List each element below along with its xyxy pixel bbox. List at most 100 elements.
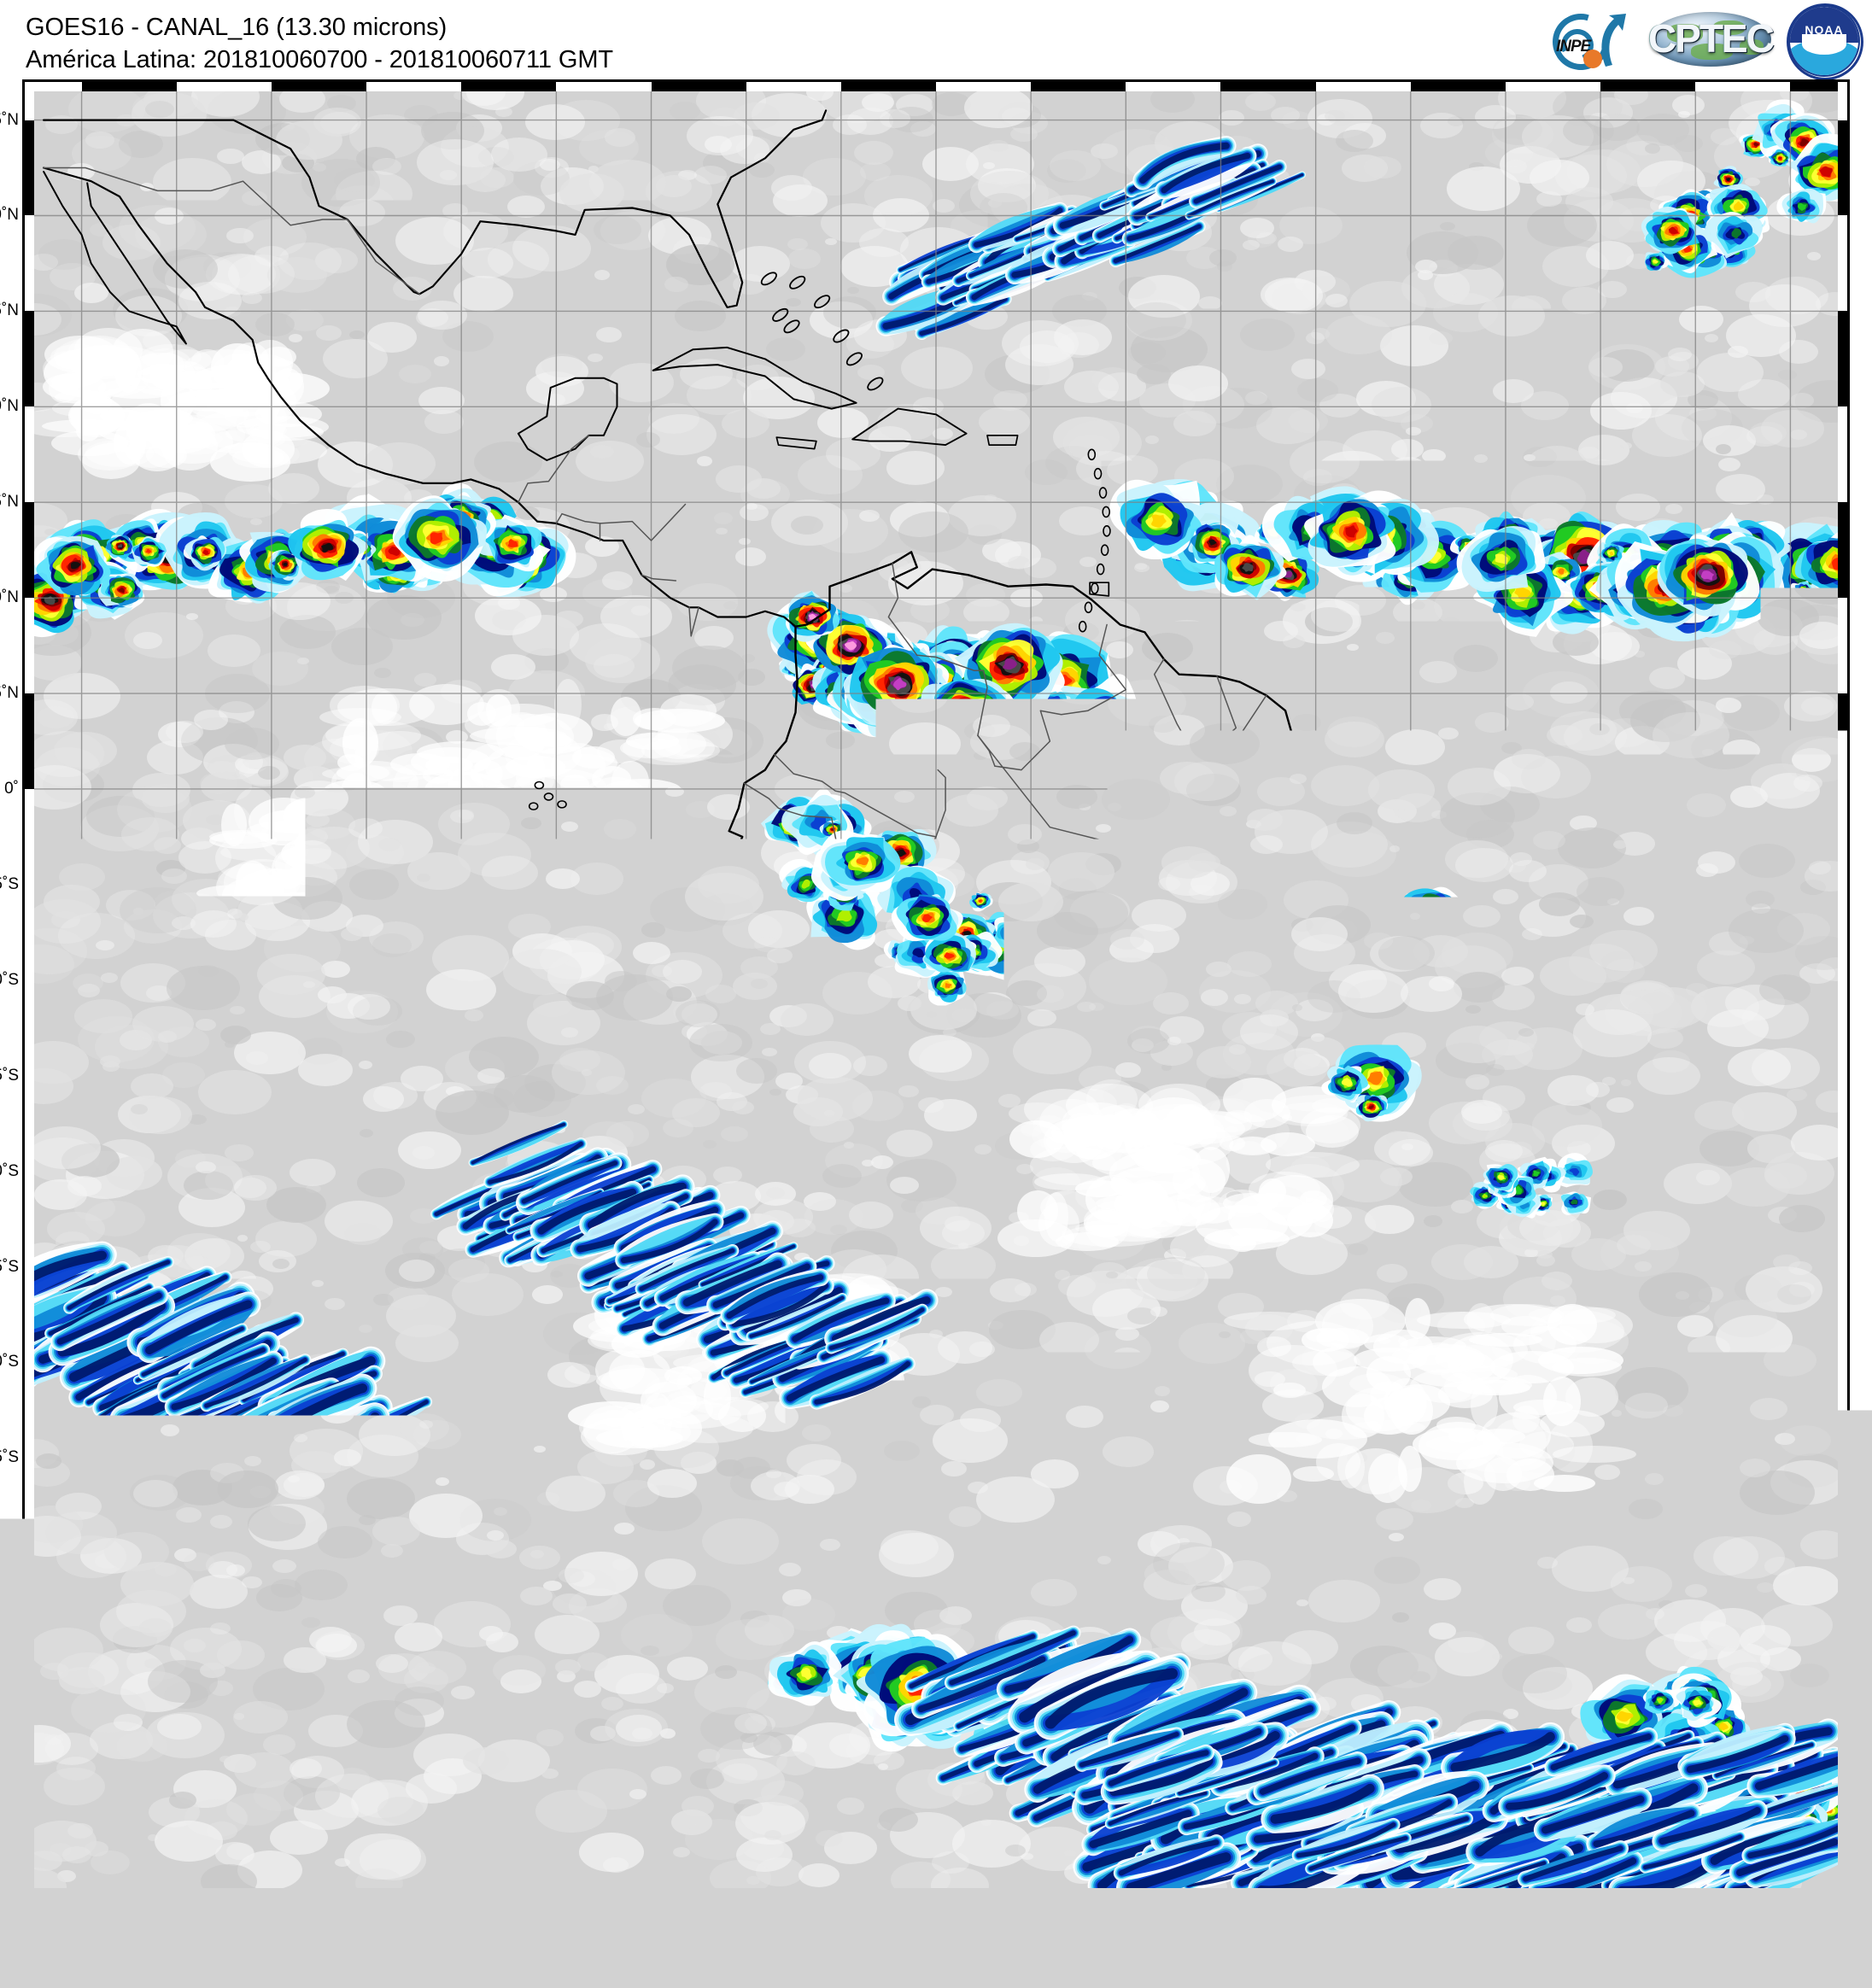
frame-tick-band bbox=[82, 79, 177, 91]
lon-tick-label: 65˚W bbox=[1011, 1903, 1050, 1921]
lon-tick-label: 75˚W bbox=[822, 1903, 860, 1921]
frame-tick-band bbox=[1838, 1840, 1850, 1888]
lat-tick-label: 20˚N bbox=[0, 397, 19, 416]
cptec-wordmark: CPTEC bbox=[1647, 15, 1775, 61]
lon-tick-label: 25˚W bbox=[1771, 1903, 1810, 1921]
lon-tick-label: 80˚W bbox=[727, 1903, 765, 1921]
lat-tick-label: 15˚N bbox=[0, 493, 19, 512]
colorbar-tick-label: 60 bbox=[1155, 1971, 1172, 1988]
colorbar-tick-label: 50 bbox=[1114, 1971, 1131, 1988]
colorbar-tick-label: −20 bbox=[824, 1971, 849, 1988]
colorbar-tick-label: 40 bbox=[1073, 1971, 1090, 1988]
latitude-axis: 35˚N 30˚N 25˚N 20˚N 15˚N 10˚N 5˚N 0˚ 5˚S 10˚S 15˚S… bbox=[0, 79, 22, 1900]
satellite-map[interactable] bbox=[22, 79, 1850, 1900]
frame-tick-band bbox=[1031, 79, 1126, 91]
longitude-axis: 115˚W 110˚W 105˚W 100˚W 95˚W 90˚W 85˚W 80˚W 75˚W… bbox=[22, 1903, 1850, 1932]
lon-tick-label: 115˚W bbox=[58, 1903, 105, 1921]
lat-tick-label: 10˚N bbox=[0, 588, 19, 607]
colorbar-tick-label: −30 bbox=[783, 1971, 808, 1988]
lon-tick-label: 40˚W bbox=[1486, 1903, 1524, 1921]
colorbar-tick-label: −60 bbox=[660, 1971, 685, 1988]
colorbar-strip bbox=[468, 1940, 1348, 1966]
frame-tick-band bbox=[1790, 1888, 1838, 1900]
frame-tick-band bbox=[22, 1649, 34, 1745]
frame-tick-band bbox=[1600, 79, 1695, 91]
colorbar-tick-label: −100 bbox=[493, 1971, 525, 1988]
frame-tick-band bbox=[22, 502, 34, 598]
lat-tick-label: 55˚S bbox=[0, 1831, 19, 1850]
colorbar-tick-label: 10 bbox=[951, 1971, 967, 1988]
colorbar-tick-label: 20 bbox=[992, 1971, 1008, 1988]
lon-tick-label: 95˚W bbox=[442, 1903, 481, 1921]
frame-tick-band bbox=[1838, 1267, 1850, 1363]
lat-tick-label: 35˚S bbox=[0, 1448, 19, 1467]
frame-tick-band bbox=[1411, 79, 1506, 91]
noaa-logo: NOAA bbox=[1787, 3, 1858, 75]
lon-tick-label: 55˚W bbox=[1202, 1903, 1240, 1921]
frame-tick-band bbox=[272, 1888, 366, 1900]
lat-tick-label: 30˚N bbox=[0, 206, 19, 225]
lat-tick-label: 25˚S bbox=[0, 1258, 19, 1277]
colorbar-tick-label: 80 bbox=[1237, 1971, 1254, 1988]
lon-tick-label: 30˚W bbox=[1676, 1903, 1715, 1921]
colorbar-tick-label: 90 bbox=[1278, 1971, 1295, 1988]
lat-tick-label: 0˚ bbox=[4, 780, 19, 798]
frame-tick-band bbox=[1838, 885, 1850, 980]
frame-tick-band bbox=[82, 1888, 177, 1900]
lat-tick-label: 20˚S bbox=[0, 1162, 19, 1181]
lon-tick-label: 70˚W bbox=[916, 1903, 955, 1921]
colorbar[interactable]: −100 −90 −80 −70 −60 −50 −40 −30 −20 −10 0 10 20 30 40… bbox=[0, 1935, 1872, 1988]
frame-tick-band bbox=[1220, 1888, 1315, 1900]
inpe-dot-icon bbox=[1583, 50, 1602, 68]
frame-tick-band bbox=[841, 79, 936, 91]
frame-tick-band bbox=[1411, 1888, 1506, 1900]
frame-tick-band bbox=[1031, 1888, 1126, 1900]
lon-tick-label: 60˚W bbox=[1107, 1903, 1145, 1921]
satellite-imagery bbox=[34, 91, 1838, 1888]
lon-tick-label: 90˚W bbox=[537, 1903, 576, 1921]
colorbar-tick-label: 0 bbox=[914, 1971, 921, 1988]
frame-tick-band bbox=[1790, 79, 1838, 91]
colorbar-tick-label: 70 bbox=[1196, 1971, 1213, 1988]
frame-tick-band bbox=[1838, 1076, 1850, 1172]
lon-tick-label: 35˚W bbox=[1581, 1903, 1619, 1921]
colorbar-tick-label: −70 bbox=[619, 1971, 644, 1988]
frame-tick-band bbox=[22, 311, 34, 406]
frame-tick-band bbox=[22, 1076, 34, 1172]
logo-bar: INPE CPTEC NOAA bbox=[1546, 2, 1858, 77]
frame-tick-band bbox=[1600, 1888, 1695, 1900]
colorbar-gradient bbox=[471, 1943, 1345, 1963]
frame-tick-band bbox=[652, 79, 746, 91]
lon-tick-label: 100˚W bbox=[342, 1903, 390, 1921]
frame-tick-band bbox=[22, 1267, 34, 1363]
cptec-logo: CPTEC bbox=[1647, 3, 1775, 75]
colorbar-tick-label: −90 bbox=[537, 1971, 562, 1988]
lat-tick-label: 5˚N bbox=[0, 684, 19, 703]
colorbar-tick-label: −50 bbox=[701, 1971, 726, 1988]
product-subtitle: América Latina: 201810060700 - 201810060… bbox=[26, 44, 613, 77]
lat-tick-label: 5˚S bbox=[0, 875, 19, 894]
lat-tick-label: 35˚N bbox=[0, 111, 19, 130]
header: GOES16 - CANAL_16 (13.30 microns) Améric… bbox=[0, 0, 1872, 79]
frame-tick-band bbox=[461, 79, 556, 91]
lat-tick-label: 45˚S bbox=[0, 1640, 19, 1658]
colorbar-tick-label: −10 bbox=[865, 1971, 890, 1988]
frame-tick-band bbox=[461, 1888, 556, 1900]
frame-tick-band bbox=[22, 693, 34, 789]
frame-tick-band bbox=[1838, 693, 1850, 789]
lon-tick-label: 110˚W bbox=[153, 1903, 200, 1921]
frame-tick-band bbox=[1838, 311, 1850, 406]
colorbar-tick-label: 30 bbox=[1033, 1971, 1049, 1988]
product-title: GOES16 - CANAL_16 (13.30 microns) bbox=[26, 12, 613, 44]
frame-tick-band bbox=[841, 1888, 936, 1900]
title-block: GOES16 - CANAL_16 (13.30 microns) Améric… bbox=[26, 12, 613, 76]
lat-tick-label: 10˚S bbox=[0, 971, 19, 990]
lat-tick-label: 40˚S bbox=[0, 1544, 19, 1563]
colorbar-ticks: −100 −90 −80 −70 −60 −50 −40 −30 −20 −10 0 10 20 30 40… bbox=[468, 1966, 1348, 1988]
colorbar-tick-label: 100 bbox=[1315, 1971, 1339, 1988]
frame-tick-band bbox=[22, 1458, 34, 1553]
colorbar-unit-label: ˚C bbox=[1354, 1938, 1368, 1953]
frame-tick-band bbox=[22, 885, 34, 980]
colorbar-tick-label: −40 bbox=[742, 1971, 767, 1988]
frame-tick-band bbox=[1838, 1649, 1850, 1745]
